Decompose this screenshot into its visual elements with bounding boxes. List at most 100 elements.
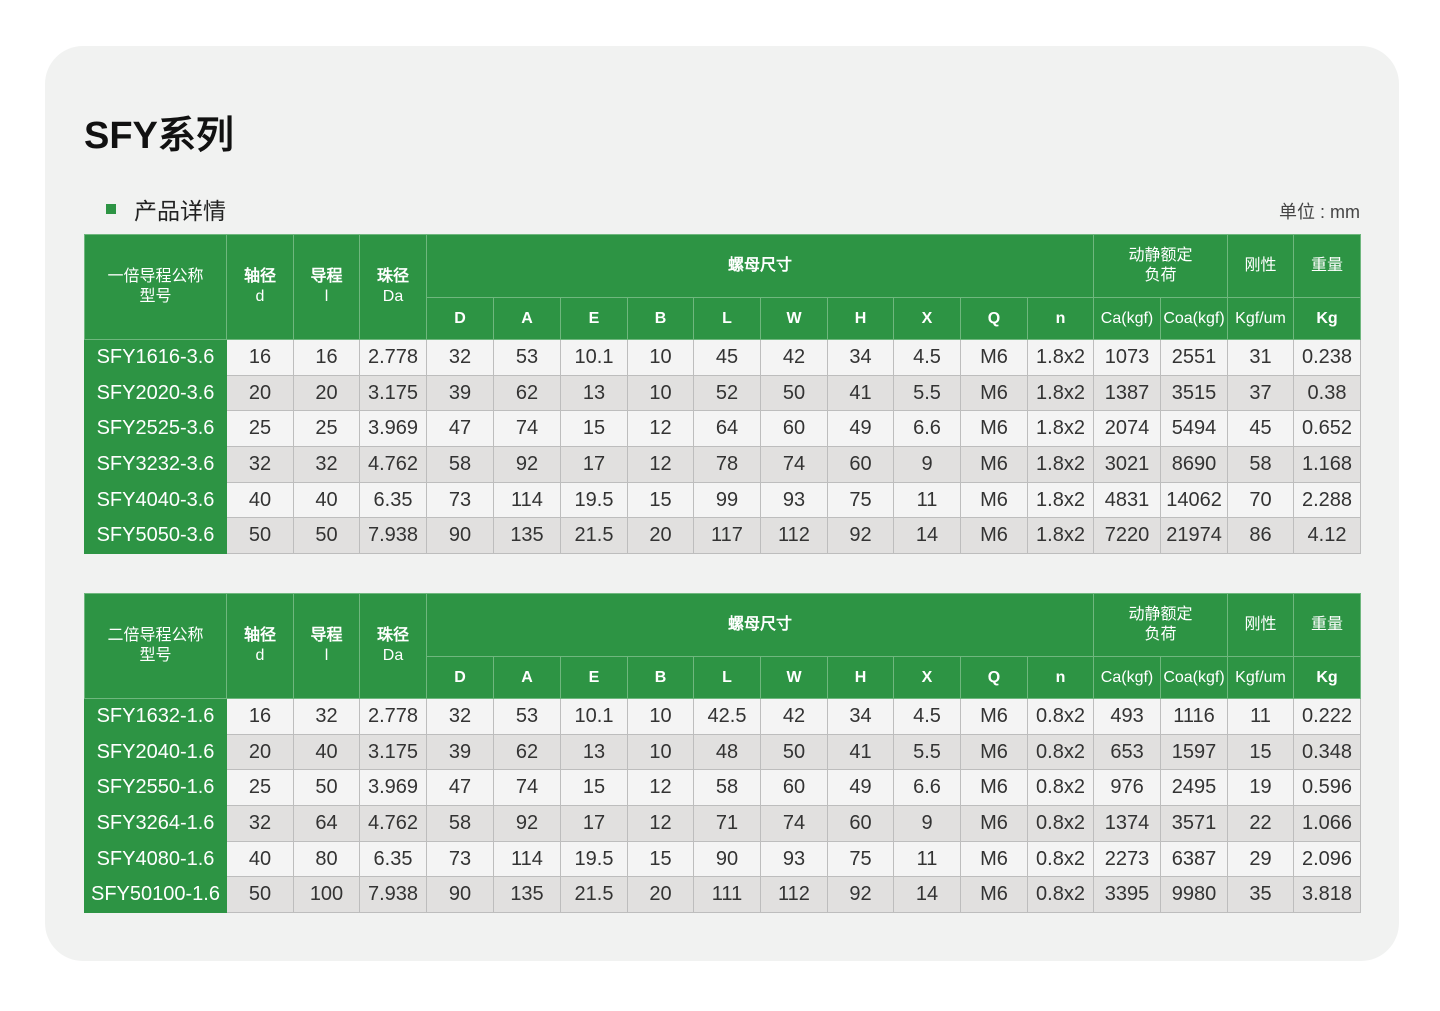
value-cell: 70 [1227, 481, 1295, 519]
value-cell: 50 [226, 517, 294, 555]
value-cell: 47 [426, 410, 494, 448]
value-cell: 42 [760, 698, 828, 735]
value-cell: 73 [426, 840, 494, 878]
load-header: 动静额定负荷 [1093, 234, 1229, 298]
value-cell: 4.5 [893, 698, 961, 735]
value-cell: 11 [893, 481, 961, 519]
subcolumn-header: B [627, 297, 694, 340]
subcolumn-header: L [693, 656, 761, 699]
page-title: SFY系列 [84, 115, 234, 157]
subcolumn-header: Kgf/um [1227, 656, 1295, 699]
value-cell: 3.175 [359, 733, 427, 771]
subcolumn-header: X [893, 656, 961, 699]
subcolumn-header: H [827, 297, 894, 340]
value-cell: 6.35 [359, 481, 427, 519]
value-cell: 0.596 [1293, 769, 1362, 807]
value-cell: 3515 [1160, 374, 1229, 412]
value-cell: 10 [627, 339, 694, 376]
subcolumn-header: n [1026, 656, 1095, 699]
model-cell: SFY1616-3.6 [84, 339, 227, 376]
value-cell: 48 [693, 733, 761, 771]
value-cell: 71 [693, 805, 761, 842]
value-cell: 4831 [1093, 481, 1162, 519]
subcolumn-header: Coa(kgf) [1160, 297, 1229, 340]
value-cell: 74 [493, 410, 561, 448]
subcolumn-header: D [426, 656, 494, 699]
value-cell: 0.8x2 [1026, 805, 1095, 842]
value-cell: 50 [293, 769, 360, 807]
table-row: SFY3264-1.6 32 64 4.762 58 92 17 12 71 74 60 9 M6 0.8… [84, 805, 1362, 842]
value-cell: 62 [493, 374, 561, 412]
value-cell: 14 [893, 517, 961, 555]
value-cell: 20 [226, 374, 294, 412]
value-cell: 100 [293, 876, 360, 914]
value-cell: 20 [293, 374, 360, 412]
value-cell: 34 [827, 339, 894, 376]
value-cell: 74 [760, 446, 828, 483]
value-cell: 73 [426, 481, 494, 519]
value-cell: 1.168 [1293, 446, 1362, 483]
value-cell: 3021 [1093, 446, 1162, 483]
value-cell: 50 [226, 876, 294, 914]
value-cell: 653 [1093, 733, 1162, 771]
value-cell: 49 [827, 769, 894, 807]
lead-header: 导程 l [293, 234, 360, 340]
value-cell: 3.969 [359, 410, 427, 448]
value-cell: 16 [226, 698, 294, 735]
value-cell: 25 [293, 410, 360, 448]
spec-table-1: 一倍导程公称型号 轴径 d 导程 l 珠径 Da 螺母尺寸 动静额定负荷 刚性 重量 D A E B L W H X… [84, 234, 1362, 555]
value-cell: 93 [760, 481, 828, 519]
model-cell: SFY4040-3.6 [84, 481, 227, 519]
value-cell: M6 [960, 481, 1028, 519]
table-row: SFY4080-1.6 40 80 6.35 73 114 19.5 15 90 93 75 11 M6… [84, 840, 1362, 878]
value-cell: 0.8x2 [1026, 840, 1095, 878]
value-cell: 47 [426, 769, 494, 807]
value-cell: 17 [560, 805, 628, 842]
value-cell: 40 [226, 481, 294, 519]
value-cell: 60 [827, 446, 894, 483]
value-cell: 4.762 [359, 446, 427, 483]
value-cell: M6 [960, 339, 1028, 376]
subcolumn-header: A [493, 297, 561, 340]
value-cell: 7220 [1093, 517, 1162, 555]
subcolumn-header: Kg [1293, 656, 1362, 699]
value-cell: 111 [693, 876, 761, 914]
rigidity-header: 刚性 [1227, 234, 1295, 298]
value-cell: 0.652 [1293, 410, 1362, 448]
model-cell: SFY50100-1.6 [84, 876, 227, 914]
value-cell: M6 [960, 840, 1028, 878]
model-cell: SFY2040-1.6 [84, 733, 227, 771]
value-cell: 6.6 [893, 410, 961, 448]
value-cell: M6 [960, 410, 1028, 448]
value-cell: 0.8x2 [1026, 698, 1095, 735]
value-cell: 135 [493, 876, 561, 914]
table-row: SFY50100-1.6 50 100 7.938 90 135 21.5 20 111 112 9… [84, 876, 1362, 914]
value-cell: 90 [693, 840, 761, 878]
value-cell: 14062 [1160, 481, 1229, 519]
spec-table-2: 二倍导程公称型号 轴径 d 导程 l 珠径 Da 螺母尺寸 动静额定负荷 刚性 重量 D A E B L W H X… [84, 593, 1362, 914]
model-cell: SFY5050-3.6 [84, 517, 227, 555]
subcolumn-header: B [627, 656, 694, 699]
value-cell: 1116 [1160, 698, 1229, 735]
subcolumn-header: E [560, 656, 628, 699]
value-cell: M6 [960, 805, 1028, 842]
value-cell: 20 [226, 733, 294, 771]
value-cell: 0.238 [1293, 339, 1362, 376]
value-cell: 92 [493, 446, 561, 483]
value-cell: 32 [226, 805, 294, 842]
value-cell: 50 [760, 374, 828, 412]
value-cell: 15 [1227, 733, 1295, 771]
value-cell: 10 [627, 374, 694, 412]
load-header: 动静额定负荷 [1093, 593, 1229, 657]
value-cell: 1597 [1160, 733, 1229, 771]
value-cell: 7.938 [359, 876, 427, 914]
value-cell: 75 [827, 481, 894, 519]
value-cell: 32 [226, 446, 294, 483]
value-cell: 1387 [1093, 374, 1162, 412]
value-cell: 117 [693, 517, 761, 555]
subcolumn-header: Coa(kgf) [1160, 656, 1229, 699]
value-cell: 13 [560, 733, 628, 771]
value-cell: 39 [426, 374, 494, 412]
value-cell: 39 [426, 733, 494, 771]
value-cell: M6 [960, 446, 1028, 483]
